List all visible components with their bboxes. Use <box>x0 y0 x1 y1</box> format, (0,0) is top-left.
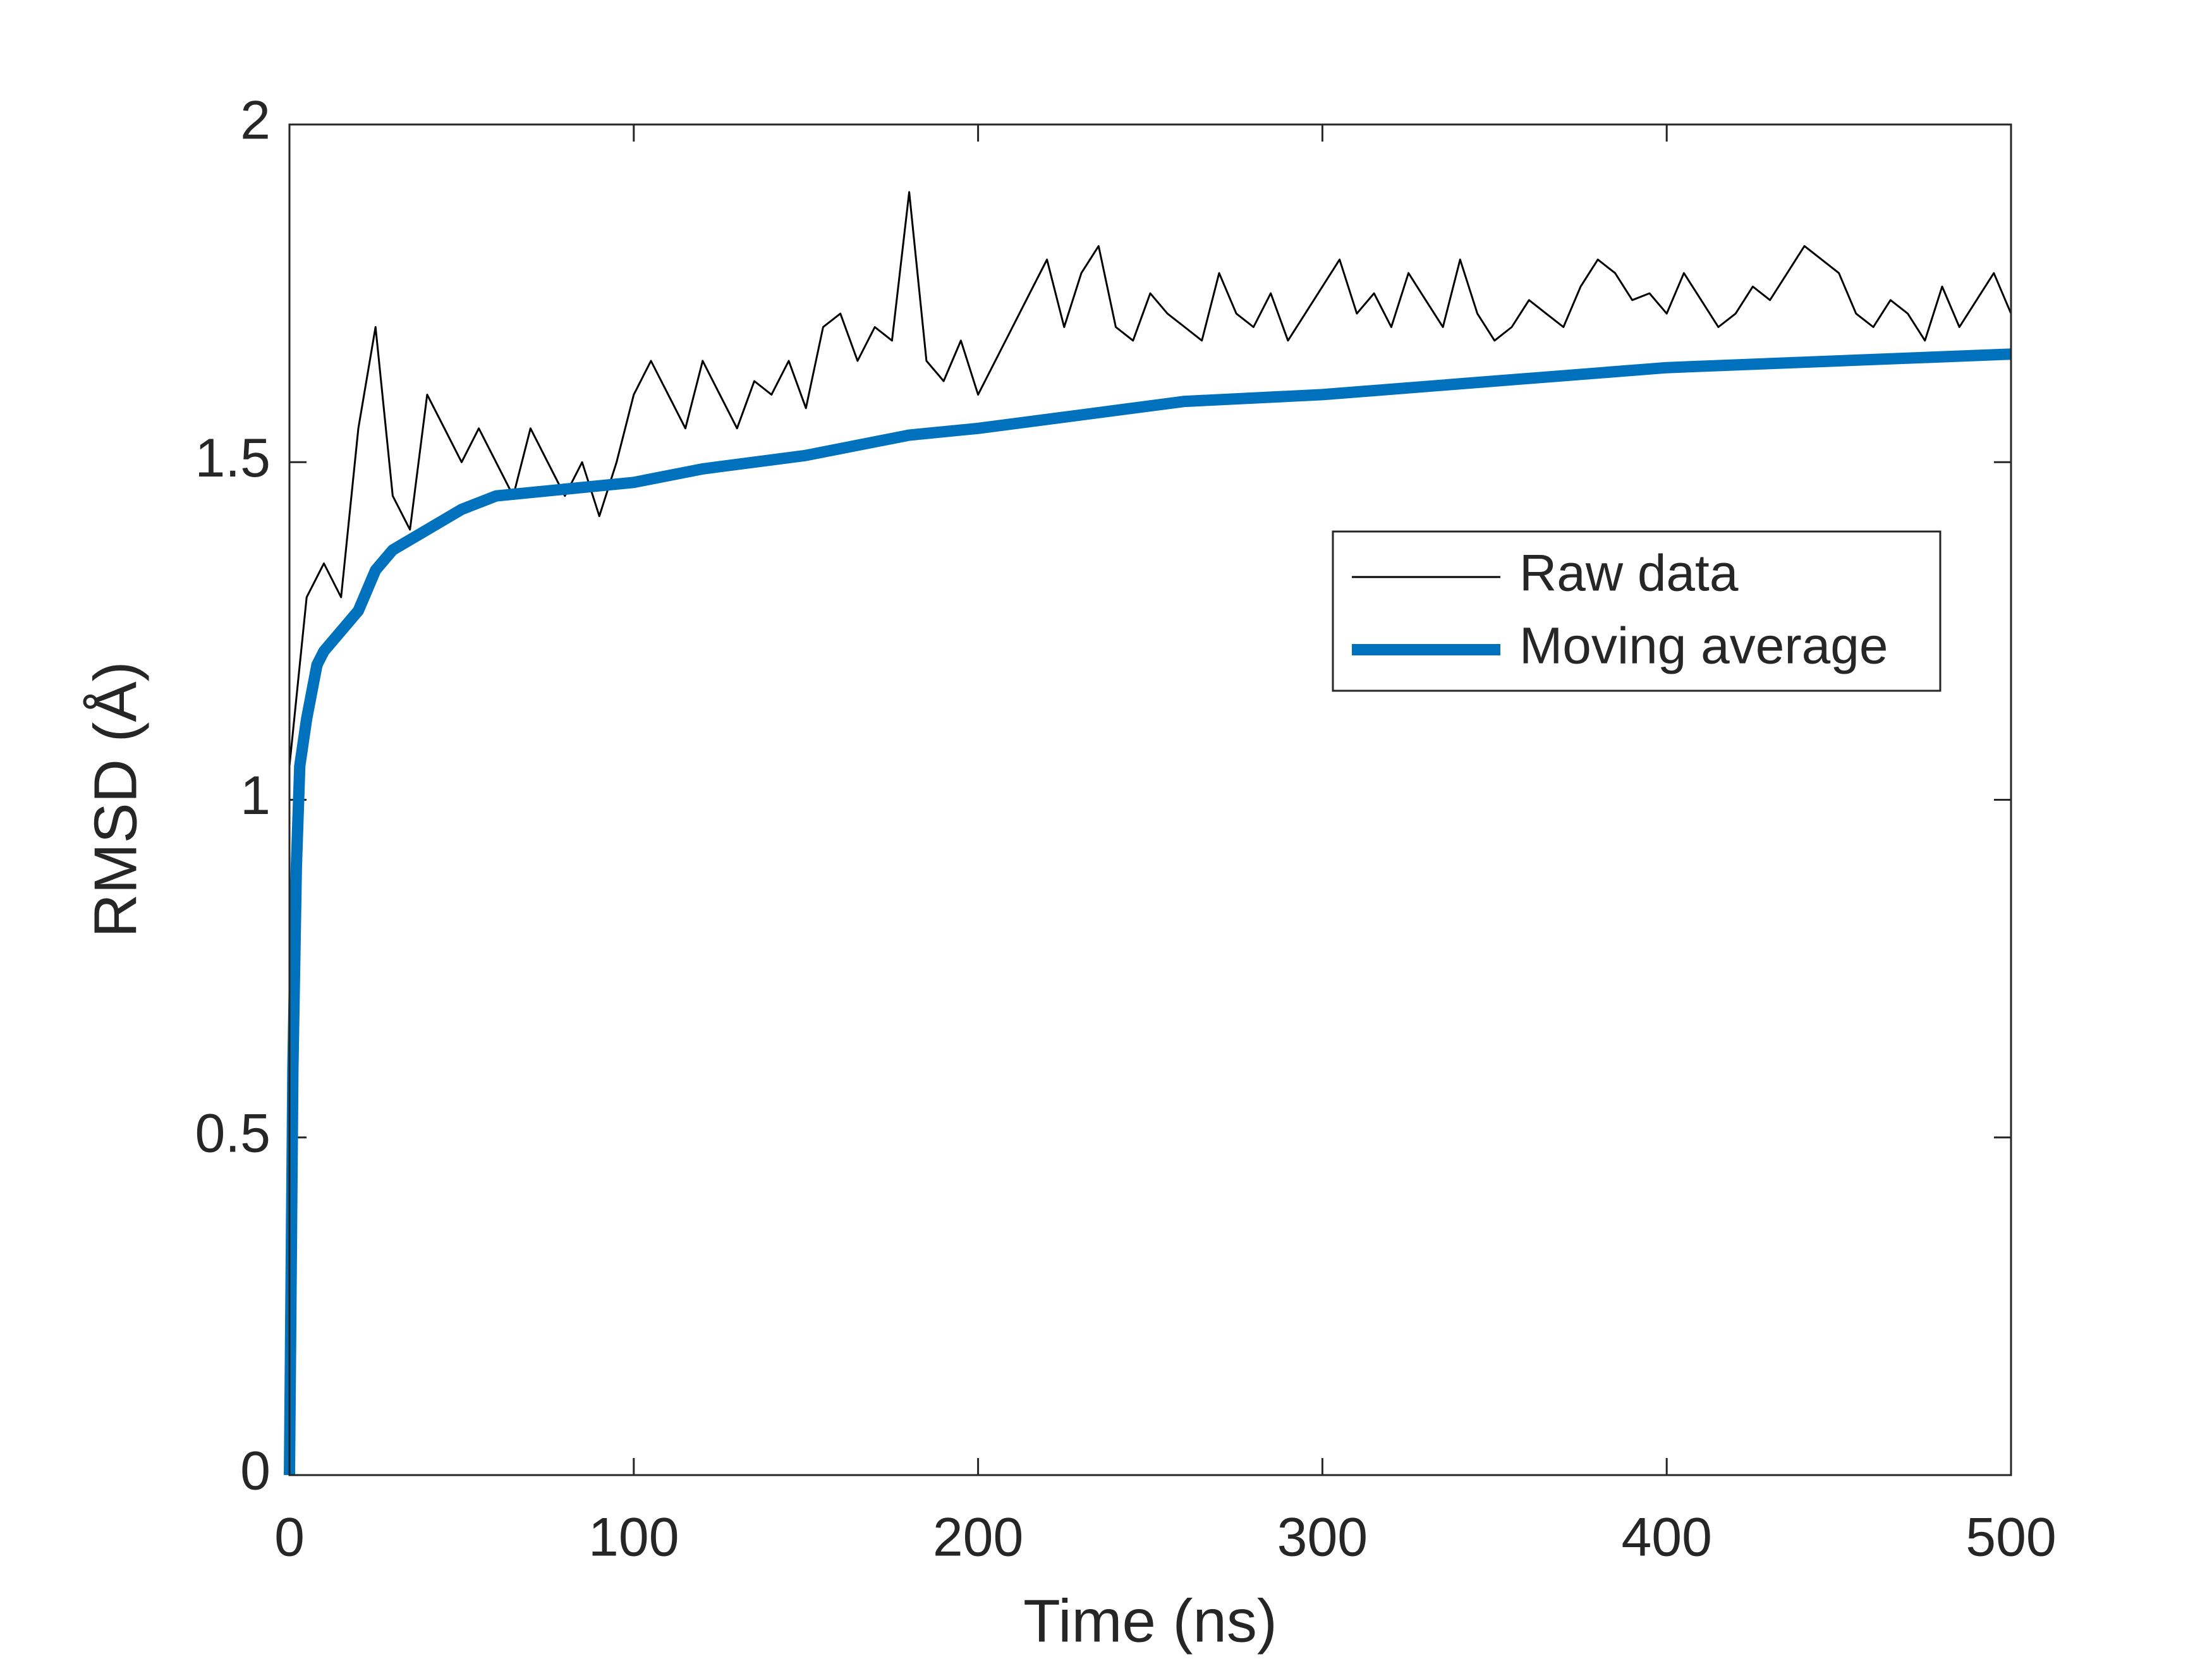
y-tick-label: 1 <box>240 765 270 826</box>
x-tick-label: 500 <box>1966 1507 2057 1568</box>
legend-label: Moving average <box>1519 617 1888 675</box>
plot-frame <box>288 123 2012 1476</box>
x-tick-label: 200 <box>933 1507 1024 1568</box>
y-tick-label: 1.5 <box>195 428 270 489</box>
series-line <box>288 191 2012 767</box>
series-line <box>284 348 2012 1476</box>
y-tick-label: 2 <box>240 90 270 151</box>
legend-box <box>1332 530 1942 692</box>
legend-label: Raw data <box>1519 545 1739 602</box>
x-tick-label: 300 <box>1277 1507 1368 1568</box>
x-tick-label: 100 <box>588 1507 679 1568</box>
y-tick-label: 0 <box>240 1441 270 1502</box>
x-axis-label: Time (ns) <box>1023 1587 1277 1655</box>
x-tick-label: 0 <box>274 1507 305 1568</box>
y-tick-label: 0.5 <box>195 1103 270 1164</box>
y-axis-label: RMSD (Å) <box>82 661 149 937</box>
x-tick-label: 400 <box>1621 1507 1712 1568</box>
